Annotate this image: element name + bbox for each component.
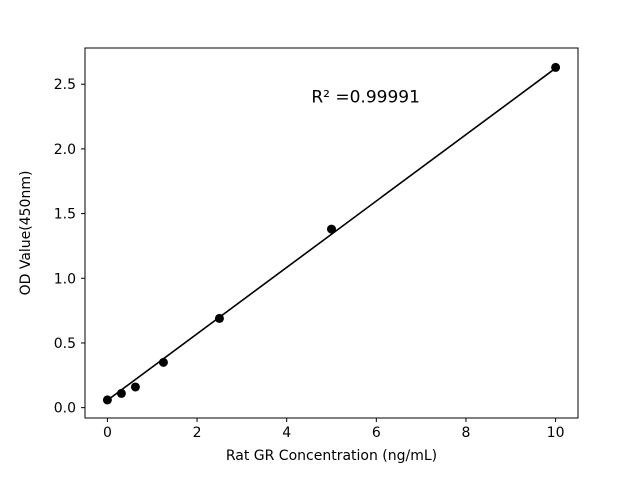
x-tick-label: 4 (282, 425, 291, 441)
x-tick-label: 10 (547, 425, 565, 441)
y-tick-label: 2.5 (54, 77, 76, 93)
r-squared-annotation: R² =0.99991 (311, 87, 420, 107)
y-tick-label: 0.5 (54, 336, 76, 352)
data-point (158, 357, 168, 367)
data-point (214, 313, 224, 323)
x-tick-label: 6 (372, 425, 381, 441)
data-point (116, 388, 126, 398)
x-tick-label: 0 (103, 425, 112, 441)
y-tick-label: 0.0 (54, 401, 76, 417)
x-tick-label: 8 (461, 425, 470, 441)
y-axis-label: OD Value(450nm) (18, 171, 34, 296)
data-point (130, 382, 140, 392)
plot-border (84, 47, 579, 419)
data-point (102, 395, 112, 405)
x-tick-label: 2 (193, 425, 202, 441)
data-point (327, 224, 336, 234)
y-tick-label: 2.0 (54, 142, 76, 158)
x-axis-label: Rat GR Concentration (ng/mL) (226, 448, 437, 464)
data-point (551, 62, 561, 72)
y-tick-label: 1.5 (54, 207, 76, 223)
fit-line (106, 67, 557, 401)
y-tick-label: 1.0 (54, 271, 76, 287)
